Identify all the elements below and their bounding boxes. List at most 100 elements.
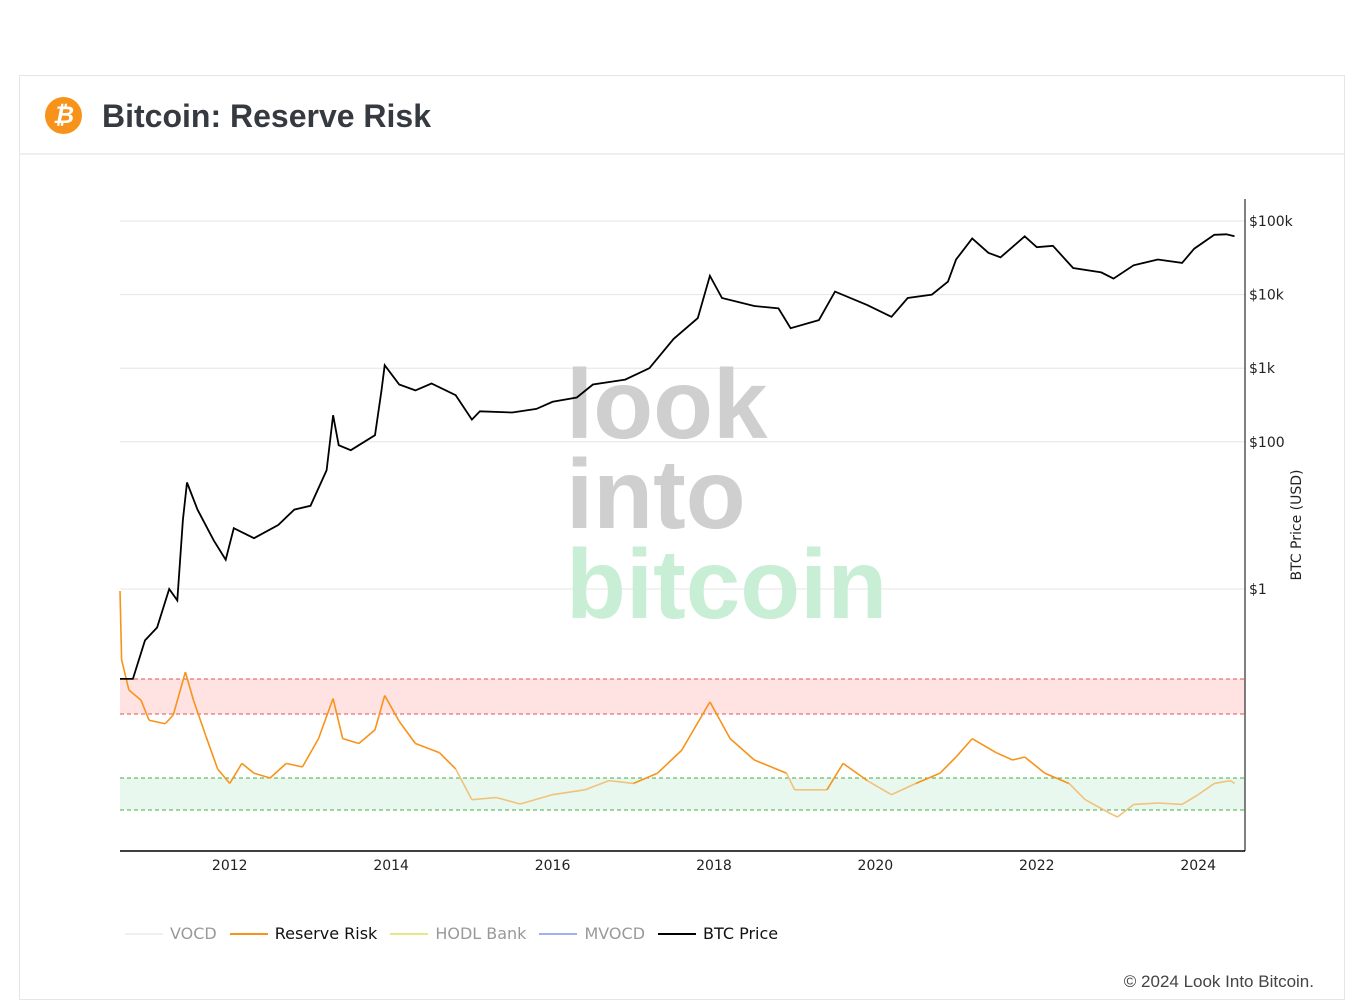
chart-card: ₿ Bitcoin: Reserve Risk bbox=[19, 75, 1345, 1000]
reserve-risk-segment bbox=[552, 789, 585, 796]
low-risk-zone bbox=[120, 777, 1245, 810]
legend-item-reserve-risk[interactable]: Reserve Risk bbox=[229, 924, 378, 943]
reserve-risk-segment bbox=[1214, 779, 1231, 785]
reserve-risk-segment bbox=[891, 782, 917, 796]
watermark-into: into bbox=[566, 439, 746, 549]
reserve-risk-segment bbox=[1230, 779, 1235, 785]
x-tick-label: 2014 bbox=[373, 858, 409, 874]
reserve-risk-segment bbox=[939, 756, 957, 774]
reserve-risk-segment bbox=[842, 762, 868, 782]
reserve-risk-segment bbox=[184, 671, 195, 701]
legend-label: BTC Price bbox=[703, 924, 779, 943]
y-tick-label: $1 bbox=[1249, 582, 1267, 598]
legend: VOCD Reserve Risk HODL Bank MVOCD BTC Price bbox=[125, 924, 791, 943]
reserve-risk-segment bbox=[128, 689, 142, 701]
x-tick-label: 2016 bbox=[535, 858, 571, 874]
reserve-risk-segment bbox=[1084, 799, 1110, 814]
reserve-risk-segment bbox=[332, 698, 344, 739]
reserve-risk-segment bbox=[1197, 782, 1215, 796]
reserve-risk-segment bbox=[119, 590, 123, 660]
legend-swatch bbox=[658, 932, 697, 935]
card-header: ₿ Bitcoin: Reserve Risk bbox=[20, 76, 1344, 155]
reserve-risk-segment bbox=[754, 759, 787, 774]
reserve-risk-segment bbox=[172, 671, 187, 716]
reserve-risk-segment bbox=[204, 734, 219, 770]
reserve-risk-segment bbox=[148, 719, 166, 725]
reserve-risk-segment bbox=[584, 779, 610, 791]
y-tick-label: $100k bbox=[1249, 214, 1294, 230]
reserve-risk-segment bbox=[241, 762, 255, 774]
x-tick-label: 2018 bbox=[696, 858, 732, 874]
page-title: Bitcoin: Reserve Risk bbox=[102, 98, 432, 134]
reserve-risk-segment bbox=[1044, 772, 1070, 785]
reserve-risk-segment bbox=[866, 779, 892, 796]
reserve-risk-segment bbox=[632, 772, 658, 785]
reserve-risk-segment bbox=[681, 701, 711, 751]
reserve-risk-segment bbox=[317, 698, 334, 739]
y-axis-title: BTC Price (USD) bbox=[1289, 469, 1305, 580]
watermark: look into bitcoin bbox=[566, 349, 887, 639]
reserve-risk-segment bbox=[495, 796, 521, 805]
reserve-risk-segment bbox=[286, 762, 303, 768]
btc-price-line bbox=[120, 233, 1235, 680]
reserve-risk-segment bbox=[269, 762, 287, 779]
watermark-bitcoin: bitcoin bbox=[566, 529, 887, 639]
legend-item-vocd[interactable]: VOCD bbox=[125, 924, 217, 943]
y-tick-label: $1k bbox=[1249, 361, 1276, 377]
reserve-risk-segment bbox=[826, 762, 844, 791]
legend-label: MVOCD bbox=[584, 924, 646, 943]
reserve-risk-segment bbox=[120, 659, 130, 691]
reserve-risk-segment bbox=[1133, 802, 1158, 806]
reserve-risk-segment bbox=[342, 737, 360, 745]
reserve-risk-segment bbox=[520, 793, 553, 805]
reserve-risk-segment bbox=[608, 779, 634, 785]
copyright: © 2024 Look Into Bitcoin. bbox=[1123, 972, 1314, 991]
legend-item-btc-price[interactable]: BTC Price bbox=[658, 924, 778, 943]
x-tick-label: 2020 bbox=[858, 858, 894, 874]
high-risk-zone bbox=[120, 679, 1245, 715]
reserve-risk-segment bbox=[398, 720, 417, 744]
legend-swatch bbox=[229, 932, 268, 935]
legend-swatch bbox=[125, 932, 163, 935]
reserve-risk-segment bbox=[729, 738, 755, 761]
reserve-risk-segment bbox=[374, 695, 386, 730]
y-tick-label: $100 bbox=[1249, 435, 1285, 451]
reserve-risk-segment bbox=[915, 772, 941, 785]
reserve-risk-segment bbox=[971, 737, 997, 754]
legend-swatch bbox=[390, 932, 429, 935]
reserve-risk-segment bbox=[455, 768, 473, 801]
legend-item-hodl-bank[interactable]: HODL Bank bbox=[390, 924, 526, 943]
reserve-risk-segment bbox=[1012, 756, 1025, 761]
reserve-risk-segment bbox=[192, 699, 207, 736]
y-tick-label: $10k bbox=[1249, 288, 1285, 304]
reserve-risk-segment bbox=[1024, 756, 1046, 774]
reserve-risk-segment bbox=[253, 772, 271, 779]
x-tick-label: 2024 bbox=[1180, 858, 1216, 874]
reserve-risk-segment bbox=[709, 701, 731, 740]
reserve-risk-segment bbox=[415, 742, 440, 754]
legend-item-mvocd[interactable]: MVOCD bbox=[539, 924, 645, 943]
reserve-risk-segment bbox=[384, 695, 400, 722]
reserve-risk-segment bbox=[358, 729, 376, 745]
reserve-risk-segment bbox=[140, 699, 150, 721]
x-tick-label: 2012 bbox=[212, 858, 248, 874]
watermark-look: look bbox=[566, 349, 768, 459]
reserve-risk-segment bbox=[229, 762, 243, 784]
reserve-risk-segment bbox=[996, 752, 1013, 761]
reserve-risk-segment bbox=[1109, 812, 1118, 818]
reserve-risk-segment bbox=[1157, 802, 1183, 806]
legend-label: Reserve Risk bbox=[274, 924, 378, 943]
bitcoin-logo-icon: ₿ bbox=[45, 97, 82, 134]
reserve-risk-segment bbox=[1181, 793, 1199, 806]
reserve-risk-segment bbox=[656, 749, 683, 774]
reserve-risk-segment bbox=[785, 772, 796, 791]
reserve-risk-segment bbox=[1116, 803, 1135, 818]
x-tick-label: 2022 bbox=[1019, 858, 1055, 874]
reserve-risk-segment bbox=[471, 796, 497, 801]
reserve-risk-segment bbox=[301, 738, 320, 768]
legend-label: VOCD bbox=[170, 924, 217, 943]
legend-swatch bbox=[539, 932, 578, 935]
reserve-risk-segment bbox=[955, 738, 973, 758]
reserve-risk-segment bbox=[217, 768, 231, 784]
